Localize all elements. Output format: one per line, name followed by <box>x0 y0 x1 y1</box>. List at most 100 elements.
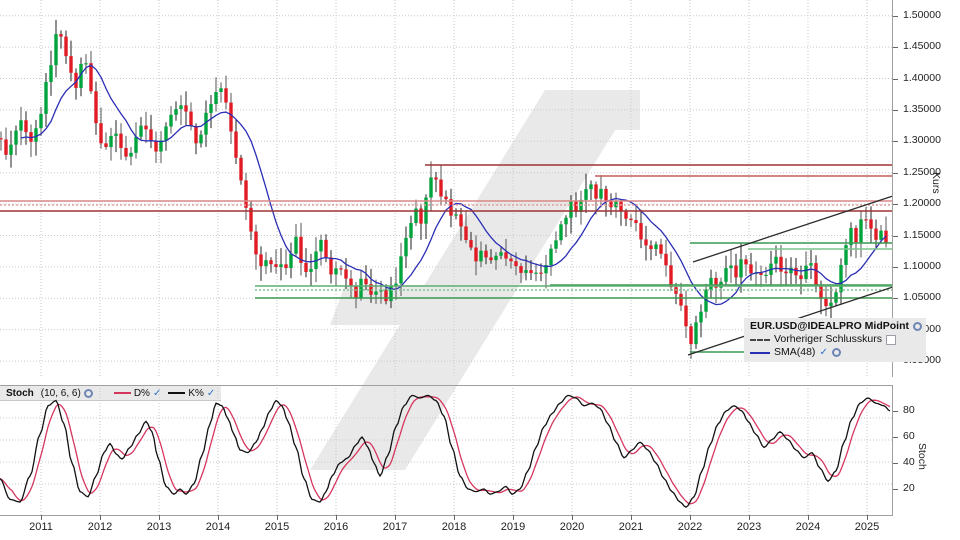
price-y-tick: 1.40000 <box>903 71 941 84</box>
price-chart-panel[interactable] <box>0 0 893 377</box>
price-y-tick-mark <box>893 172 898 174</box>
price-y-tick: 1.10000 <box>903 260 941 273</box>
candlestick <box>689 323 693 359</box>
candlestick <box>494 252 498 270</box>
candlestick <box>224 75 228 110</box>
legend-instrument-row[interactable]: EUR.USD@IDEALPRO MidPoint <box>750 320 922 333</box>
price-y-tick-mark <box>893 235 898 237</box>
x-axis-year-label: 2017 <box>382 521 408 533</box>
candlestick <box>129 146 133 166</box>
candlestick <box>694 315 698 349</box>
candlestick <box>584 173 588 213</box>
candlestick <box>199 130 203 148</box>
x-axis-year-label: 2023 <box>736 521 762 533</box>
gear-icon-sma[interactable] <box>831 348 841 357</box>
candlestick <box>529 260 533 280</box>
candlestick <box>609 193 613 216</box>
legend-prevclose-label: Vorheriger Schlusskurs <box>774 333 882 345</box>
x-axis-year-label: 2022 <box>677 521 703 533</box>
stoch-legend-params: (10, 6, 6) <box>40 387 81 399</box>
candlestick <box>659 238 663 259</box>
candlestick <box>829 286 833 321</box>
candlestick <box>444 190 448 204</box>
stoch-legend-bar[interactable]: Stoch (10, 6, 6) D% ✓ K% ✓ <box>0 386 222 401</box>
candlestick <box>154 131 158 163</box>
candlestick <box>89 51 93 95</box>
stochastic-chart-panel[interactable] <box>0 385 893 515</box>
x-axis-tick-mark <box>277 515 278 520</box>
candlestick <box>209 95 213 129</box>
price-y-tick: 1.20000 <box>903 197 941 210</box>
x-axis-year-label: 2011 <box>29 521 53 533</box>
x-axis-tick-mark <box>631 515 632 520</box>
check-icon-d[interactable]: ✓ <box>152 387 162 399</box>
candlestick <box>769 250 773 285</box>
price-y-tick: 1.30000 <box>903 134 941 147</box>
candlestick <box>699 304 703 338</box>
candlestick <box>639 209 643 249</box>
candlestick <box>479 241 483 268</box>
legend-prevclose-row[interactable]: Vorheriger Schlusskurs <box>750 333 922 346</box>
candlestick <box>134 122 138 159</box>
x-axis-tick-mark <box>808 515 809 520</box>
check-icon[interactable]: ✓ <box>819 347 828 358</box>
stoch-y-tick-mark <box>893 437 898 438</box>
stoch-k-group[interactable]: K% ✓ <box>168 388 215 399</box>
gear-icon[interactable] <box>913 322 922 331</box>
stoch-params-group[interactable]: (10, 6, 6) <box>41 388 93 399</box>
k-percent-line <box>0 394 891 509</box>
candlestick <box>374 279 378 304</box>
stoch-y-tick: 40 <box>903 456 915 468</box>
support-resistance-lines <box>0 164 893 353</box>
candlestick <box>414 199 418 226</box>
candlestick <box>734 253 738 287</box>
candlestick <box>839 258 843 305</box>
x-axis-year-label: 2020 <box>559 521 585 533</box>
price-y-tick: 1.05000 <box>903 291 941 304</box>
candlestick <box>289 242 293 279</box>
price-y-tick-mark <box>893 15 898 17</box>
price-axis-title: Kurs <box>930 172 942 194</box>
candlestick <box>729 249 733 283</box>
price-y-tick: 1.25000 <box>903 165 941 178</box>
candlestick <box>579 190 583 225</box>
x-axis-tick-mark <box>454 515 455 520</box>
stoch-chart-svg <box>0 385 893 515</box>
candlestick <box>214 77 218 112</box>
x-axis-tick-mark <box>690 515 691 520</box>
stoch-y-tick-mark <box>893 489 898 490</box>
gear-icon-stoch[interactable] <box>83 388 93 398</box>
candlestick <box>434 171 438 193</box>
candlestick <box>404 226 408 269</box>
candlestick <box>419 203 423 240</box>
price-y-tick: 1.15000 <box>903 228 941 241</box>
x-axis-year-label: 2018 <box>441 521 467 533</box>
stoch-k-label: K% <box>188 387 204 399</box>
candlestick <box>79 57 83 97</box>
candlestick <box>539 263 543 282</box>
candlestick <box>449 188 453 228</box>
candlestick <box>234 119 238 165</box>
candlestick <box>549 244 553 276</box>
candlestick <box>54 19 58 78</box>
price-gridlines-h <box>0 15 893 362</box>
candlestick <box>824 286 828 317</box>
stoch-legend-name: Stoch <box>6 387 34 399</box>
candlestick <box>649 240 653 261</box>
checkbox-icon[interactable] <box>885 334 896 345</box>
candlestick <box>294 223 298 257</box>
candlestick <box>149 114 153 149</box>
candlestick <box>124 135 128 161</box>
price-legend[interactable]: EUR.USD@IDEALPRO MidPoint Vorheriger Sch… <box>744 318 926 362</box>
candlestick <box>759 265 763 288</box>
x-axis-tick-mark <box>218 515 219 520</box>
price-y-tick-mark <box>893 78 898 80</box>
candlestick <box>484 244 488 265</box>
x-axis-tick-mark <box>159 515 160 520</box>
stoch-d-group[interactable]: D% ✓ <box>113 387 162 399</box>
legend-sma-row[interactable]: SMA(48) ✓ <box>750 346 922 359</box>
check-icon-k[interactable]: ✓ <box>206 387 216 399</box>
price-chart-svg <box>0 0 893 377</box>
candlestick <box>14 125 18 156</box>
